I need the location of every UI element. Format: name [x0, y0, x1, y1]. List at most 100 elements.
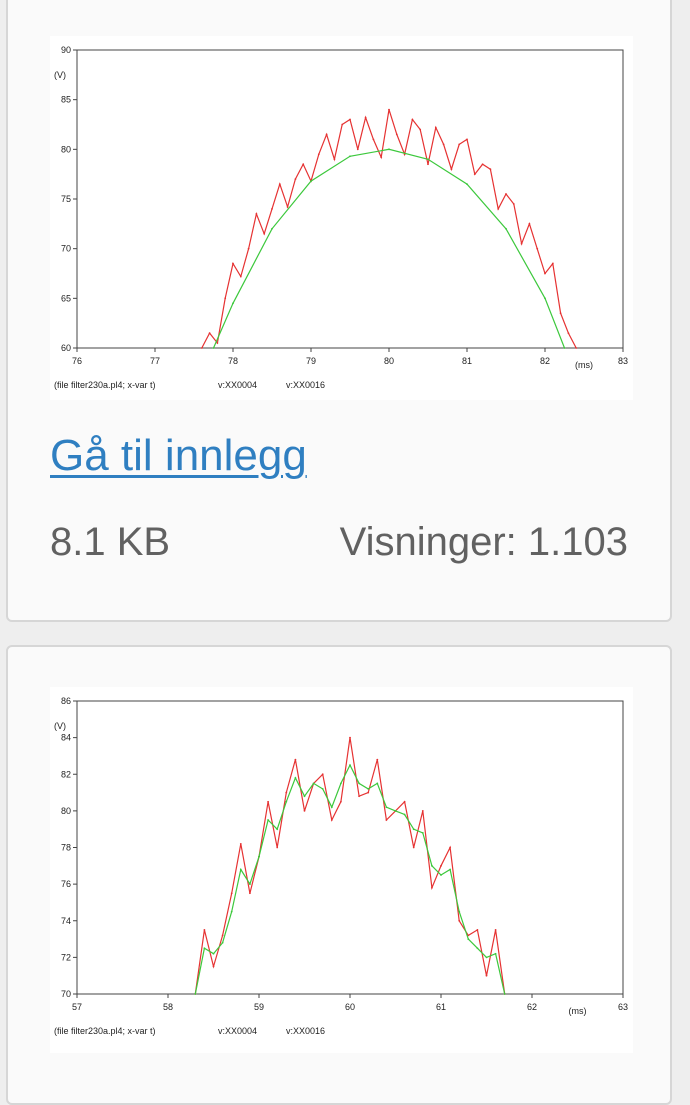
data-point	[372, 138, 375, 141]
data-point	[212, 952, 215, 955]
data-point	[216, 342, 219, 344]
data-point	[278, 183, 281, 186]
attachment-card: 76 77 78 79 80 81 82 83 60 65 70 75 80 85 90 (V) (ms) (fi…	[6, 0, 672, 622]
data-point	[294, 758, 297, 761]
data-point	[267, 819, 269, 821]
data-point	[212, 965, 215, 968]
data-point	[230, 892, 233, 895]
data-point	[302, 163, 305, 166]
data-point	[349, 764, 351, 766]
x-tick-label: 63	[618, 1002, 628, 1012]
data-point	[567, 332, 570, 334]
attachment-image[interactable]: 57 58 59 60 61 62 63 70 72 74 76 78 80 82 84 86 (V) (ms) (…	[50, 687, 633, 1053]
data-point	[473, 173, 476, 176]
go-to-post-link[interactable]: Gå til innlegg	[50, 431, 307, 480]
data-point	[349, 118, 351, 121]
x-tick-label: 62	[527, 1002, 537, 1012]
data-point	[221, 934, 224, 937]
data-point	[388, 148, 390, 151]
data-point	[321, 788, 324, 790]
y-tick-label: 70	[61, 989, 71, 999]
data-point	[364, 116, 367, 119]
data-point	[358, 795, 360, 798]
y-tick-label: 65	[61, 293, 71, 303]
data-point	[239, 275, 242, 278]
data-point	[458, 910, 461, 913]
attachment-image[interactable]: 76 77 78 79 80 81 82 83 60 65 70 75 80 85 90 (V) (ms) (fi…	[50, 36, 633, 400]
data-point	[321, 773, 324, 776]
chart: 57 58 59 60 61 62 63 70 72 74 76 78 80 82 84 86 (V) (ms) (…	[54, 696, 628, 1036]
data-point	[536, 247, 539, 250]
file-size: 8.1 KB	[50, 520, 171, 564]
data-point	[267, 800, 269, 803]
data-point	[249, 892, 251, 895]
data-point	[330, 806, 333, 809]
y-tick-label: 75	[61, 194, 71, 204]
x-tick-label: 61	[436, 1002, 446, 1012]
data-point	[285, 791, 288, 794]
data-point	[544, 272, 546, 275]
data-point	[312, 782, 315, 785]
data-point	[285, 800, 288, 803]
data-point	[208, 332, 211, 334]
data-point	[380, 156, 383, 159]
data-point	[394, 809, 397, 812]
legend-entry: v:XX0004	[218, 1026, 257, 1036]
view-count: Visninger: 1.103	[339, 520, 628, 564]
data-point	[247, 247, 250, 250]
x-tick-label: 76	[72, 356, 82, 366]
data-point	[395, 133, 398, 136]
plot-frame	[76, 49, 624, 349]
x-axis-label: (ms)	[569, 1006, 587, 1016]
x-tick-label: 77	[150, 356, 160, 366]
data-point	[294, 777, 297, 779]
data-point	[203, 947, 206, 950]
data-point	[294, 178, 297, 181]
data-point	[349, 155, 351, 158]
data-point	[239, 842, 242, 845]
legend-entry: v:XX0004	[218, 380, 257, 390]
data-point	[450, 168, 453, 171]
y-tick-label: 84	[61, 733, 71, 743]
data-point	[440, 864, 442, 867]
data-point	[403, 800, 406, 803]
x-tick-label: 83	[618, 356, 628, 366]
data-point	[520, 242, 523, 245]
data-point	[551, 262, 554, 265]
data-point	[449, 868, 451, 871]
data-point	[232, 302, 234, 305]
data-point	[367, 791, 370, 794]
data-point	[449, 846, 451, 849]
chart: 76 77 78 79 80 81 82 83 60 65 70 75 80 85 90 (V) (ms) (fi…	[54, 45, 628, 390]
y-tick-label: 82	[61, 769, 71, 779]
y-tick-label: 90	[61, 45, 71, 55]
y-axis-label: (V)	[54, 721, 66, 731]
data-point	[476, 929, 479, 931]
data-point	[485, 956, 488, 959]
data-point	[286, 206, 289, 208]
y-tick-label: 85	[61, 95, 71, 105]
data-point	[403, 813, 406, 816]
data-point	[239, 868, 242, 871]
x-tick-label: 60	[345, 1002, 355, 1012]
x-tick-label: 58	[163, 1002, 173, 1012]
data-point	[341, 123, 344, 126]
data-point	[476, 947, 479, 950]
data-point	[563, 347, 566, 349]
data-point	[330, 819, 333, 821]
data-point	[559, 312, 562, 315]
data-point	[212, 347, 215, 349]
data-point	[458, 143, 461, 146]
data-point	[421, 831, 424, 834]
y-tick-label: 76	[61, 879, 71, 889]
data-point	[442, 143, 445, 146]
data-point	[249, 883, 251, 886]
data-point	[367, 788, 370, 790]
y-tick-label: 80	[61, 806, 71, 816]
data-point	[388, 108, 390, 111]
data-point	[230, 910, 233, 913]
data-point	[221, 941, 224, 944]
data-point	[200, 347, 203, 349]
data-point	[224, 297, 227, 300]
data-point	[497, 208, 500, 210]
